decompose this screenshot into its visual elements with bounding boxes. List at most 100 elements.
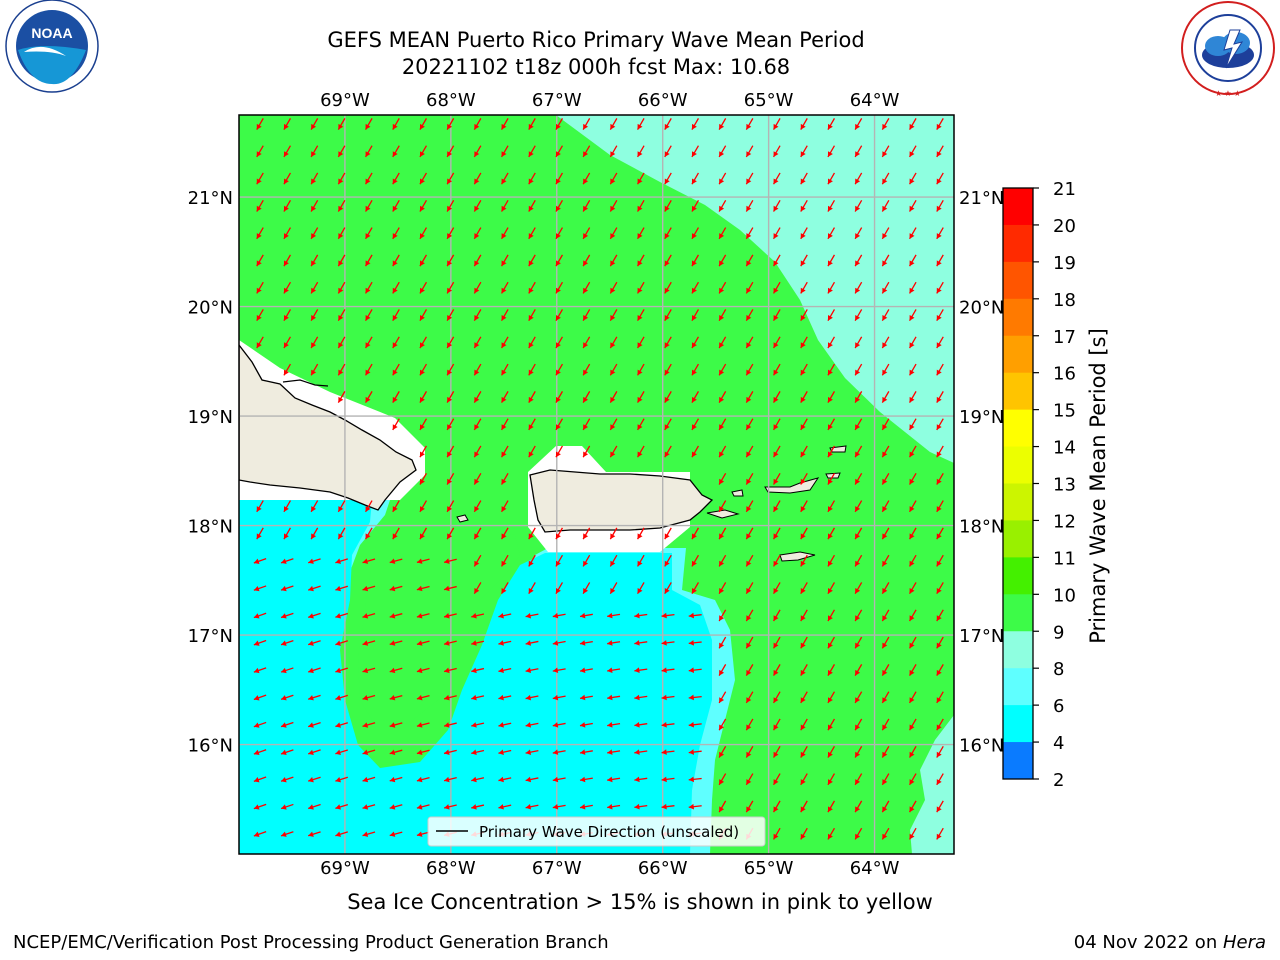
lat-label-left: 20°N xyxy=(188,298,233,319)
wave-arrow xyxy=(256,254,264,267)
wave-arrow xyxy=(310,281,319,294)
wave-arrow xyxy=(718,391,727,403)
wave-arrow xyxy=(772,254,781,267)
wave-arrow xyxy=(446,418,455,431)
wave-arrow xyxy=(256,336,264,349)
lon-label-top: 67°W xyxy=(532,90,582,111)
wave-arrow xyxy=(582,391,591,403)
wave-arrow xyxy=(745,172,754,185)
wave-arrow xyxy=(908,800,917,813)
wave-arrow xyxy=(253,831,267,837)
wave-arrow xyxy=(827,718,836,731)
wave-arrow xyxy=(256,500,264,513)
wave-arrow xyxy=(800,691,808,704)
wave-arrow xyxy=(310,363,319,376)
lat-label-right: 20°N xyxy=(959,298,1004,319)
wave-arrow xyxy=(335,749,349,756)
wave-arrow xyxy=(827,554,836,567)
wave-arrow xyxy=(335,776,349,783)
wave-arrow xyxy=(661,776,675,783)
svg-text:★ ★ ★: ★ ★ ★ xyxy=(1215,89,1241,98)
wave-arrow xyxy=(582,254,591,267)
wave-arrow xyxy=(392,118,400,130)
wave-arrow xyxy=(337,281,346,294)
wave-arrow xyxy=(964,173,971,184)
wave-arrow xyxy=(419,227,428,240)
wave-arrow xyxy=(308,694,321,701)
wave-arrow xyxy=(636,199,645,212)
wave-arrow xyxy=(964,146,971,157)
lat-label-right: 16°N xyxy=(959,736,1004,757)
wave-arrow xyxy=(528,309,536,322)
wave-arrow xyxy=(772,391,781,403)
wave-arrow xyxy=(936,363,944,376)
wave-arrow xyxy=(908,691,917,704)
wave-arrow xyxy=(446,118,455,130)
wave-arrow xyxy=(688,667,702,673)
wave-arrow xyxy=(473,336,482,349)
wave-arrow xyxy=(528,199,536,212)
lon-labels-top: 69°W 68°W 67°W 66°W 65°W 64°W xyxy=(320,90,900,111)
wave-arrow xyxy=(552,694,566,701)
wave-arrow xyxy=(283,309,292,322)
wave-arrow xyxy=(308,558,321,564)
wave-arrow xyxy=(335,722,349,728)
wave-arrow xyxy=(609,172,618,185)
colorbar-segment xyxy=(1003,520,1033,558)
wave-arrow xyxy=(335,640,349,646)
wave-arrow xyxy=(772,336,781,349)
wave-arrow xyxy=(854,500,863,513)
wave-arrow xyxy=(688,721,702,728)
wave-arrow xyxy=(498,612,512,619)
wave-arrow xyxy=(280,776,294,783)
wave-arrow xyxy=(745,527,754,540)
wave-arrow xyxy=(555,527,564,540)
wave-arrow xyxy=(881,773,890,786)
wave-arrow xyxy=(745,582,754,595)
wave-arrow xyxy=(500,118,509,130)
wave-arrow xyxy=(473,145,482,158)
wave-arrow xyxy=(908,500,917,513)
nws-logo: ★ ★ ★ xyxy=(1181,1,1275,98)
wave-arrow xyxy=(854,445,863,458)
wave-arrow xyxy=(800,500,808,513)
wave-arrow xyxy=(364,254,373,267)
wave-arrow xyxy=(364,145,373,158)
wave-arrow xyxy=(636,309,645,322)
wave-arrow xyxy=(908,363,917,376)
wave-arrow xyxy=(827,309,836,322)
wave-arrow xyxy=(446,172,455,185)
wave-arrow xyxy=(607,612,621,619)
wave-arrow xyxy=(528,363,536,376)
wave-arrow xyxy=(582,172,591,185)
lon-label-bottom: 65°W xyxy=(744,858,794,879)
wave-arrow xyxy=(745,145,754,158)
wave-arrow xyxy=(500,554,509,567)
colorbar-tick-label: 21 xyxy=(1053,179,1076,200)
wave-arrow xyxy=(854,472,863,485)
wave-arrow xyxy=(364,199,373,212)
wave-arrow xyxy=(419,363,428,376)
lat-label-right: 18°N xyxy=(959,517,1004,538)
wave-arrow xyxy=(936,281,944,294)
wave-arrow xyxy=(256,118,264,130)
wave-arrow xyxy=(579,694,593,701)
wave-arrow xyxy=(636,254,645,267)
wave-arrow xyxy=(718,281,727,294)
wave-arrow xyxy=(555,227,564,240)
wave-arrow xyxy=(280,640,294,646)
wave-arrow xyxy=(443,722,457,728)
wave-arrow xyxy=(337,254,346,267)
wave-arrow xyxy=(552,776,566,783)
wave-arrow xyxy=(688,749,702,755)
wave-arrow xyxy=(528,281,536,294)
wave-arrow xyxy=(392,281,400,294)
wave-arrow xyxy=(718,773,727,786)
wave-arrow xyxy=(964,774,971,785)
wave-arrow xyxy=(908,145,917,158)
wave-arrow xyxy=(718,745,727,758)
wave-arrow xyxy=(854,636,863,649)
colorbar-segment xyxy=(1003,446,1033,484)
wave-arrow xyxy=(772,145,781,158)
